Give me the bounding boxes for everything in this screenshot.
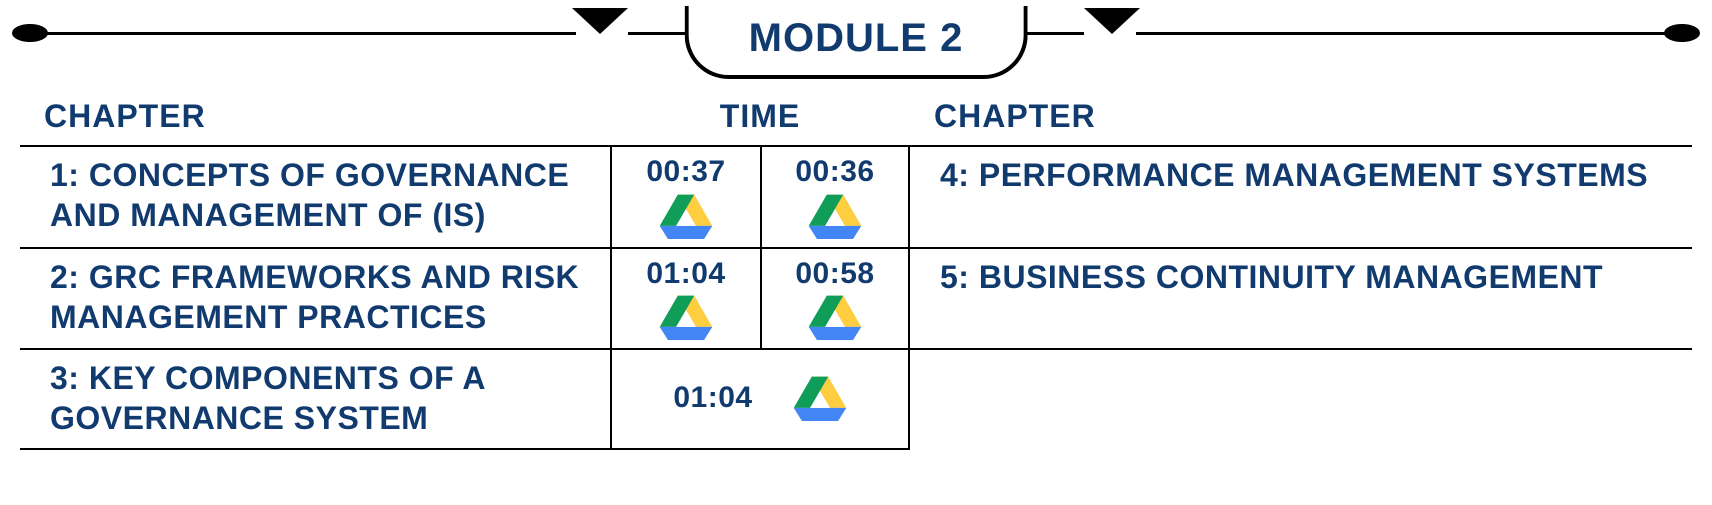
time-cell: 00:58 (760, 249, 910, 349)
drive-icon[interactable] (659, 193, 713, 239)
drive-icon[interactable] (808, 193, 862, 239)
header-time: TIME (610, 90, 910, 145)
time-label: 01:04 (673, 379, 752, 417)
time-cell: 01:04 (610, 350, 910, 450)
time-cell: 00:37 (610, 147, 760, 247)
chapter-right: 5: BUSINESS CONTINUITY MANAGEMENT (910, 249, 1690, 349)
chapter-right: 4: PERFORMANCE MANAGEMENT SYSTEMS (910, 147, 1690, 247)
chapter-left: 2: GRC FRAMEWORKS AND RISK MANAGEMENT PR… (20, 249, 610, 349)
chapter-right (910, 350, 1690, 450)
table-header-row: CHAPTER TIME CHAPTER (20, 90, 1692, 147)
chapter-left: 1: CONCEPTS OF GOVERNANCE AND MANAGEMENT… (20, 147, 610, 247)
drive-icon[interactable] (793, 375, 847, 421)
chapter-left: 3: KEY COMPONENTS OF A GOVERNANCE SYSTEM (20, 350, 610, 450)
tab-ornament-left (576, 6, 628, 36)
table-row: 2: GRC FRAMEWORKS AND RISK MANAGEMENT PR… (20, 249, 1692, 351)
time-label: 00:58 (795, 255, 874, 293)
time-cell: 01:04 (610, 249, 760, 349)
module-card: MODULE 2 CHAPTER TIME CHAPTER 1: CONCEPT… (0, 0, 1712, 505)
drive-icon[interactable] (808, 294, 862, 340)
tab-ornament-right (1084, 6, 1136, 36)
module-title: MODULE 2 (685, 6, 1028, 79)
drive-icon[interactable] (659, 294, 713, 340)
time-label: 00:37 (646, 153, 725, 191)
time-cell: 00:36 (760, 147, 910, 247)
time-label: 00:36 (795, 153, 874, 191)
time-label: 01:04 (646, 255, 725, 293)
header-chapter-left: CHAPTER (20, 90, 610, 145)
table-row: 1: CONCEPTS OF GOVERNANCE AND MANAGEMENT… (20, 147, 1692, 249)
table-row: 3: KEY COMPONENTS OF A GOVERNANCE SYSTEM… (20, 350, 1692, 450)
module-table: CHAPTER TIME CHAPTER 1: CONCEPTS OF GOVE… (20, 90, 1692, 450)
header-chapter-right: CHAPTER (910, 90, 1690, 145)
